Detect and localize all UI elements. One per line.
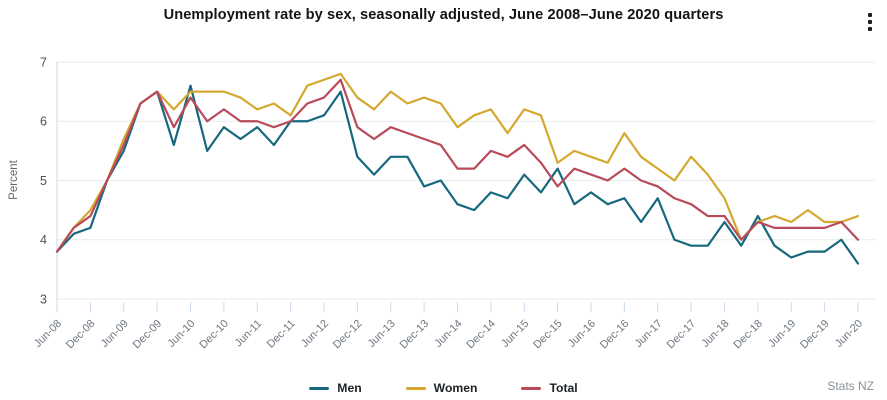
x-tick-label: Dec-10 — [197, 318, 231, 352]
x-tick-label: Dec-18 — [731, 318, 765, 352]
chart-legend: Men Women Total — [0, 381, 887, 395]
legend-swatch-men — [309, 386, 330, 390]
legend-label-men: Men — [337, 381, 362, 395]
x-tick-label: Dec-15 — [531, 318, 565, 352]
x-tick-label: Jun-11 — [233, 318, 265, 350]
x-tick-label: Dec-19 — [798, 318, 832, 352]
x-tick-label: Jun-08 — [32, 318, 64, 350]
chart-menu-button[interactable] — [862, 9, 878, 35]
x-tick-label: Jun-15 — [499, 318, 531, 350]
x-tick-label: Jun-12 — [299, 318, 331, 350]
x-tick-label: Jun-09 — [99, 318, 131, 350]
stats-nz-attribution: Stats NZ — [827, 379, 874, 393]
series-line-total — [55, 78, 860, 253]
x-tick-label: Jun-14 — [432, 318, 464, 350]
x-tick-label: Dec-11 — [265, 318, 298, 351]
x-tick-label: Jun-10 — [165, 318, 197, 350]
legend-swatch-total — [521, 386, 542, 390]
kebab-menu-icon — [868, 13, 872, 31]
x-tick-label: Jun-16 — [566, 318, 598, 350]
legend-item-men[interactable]: Men — [309, 381, 362, 395]
x-tick-label: Jun-19 — [766, 318, 798, 350]
x-tick-label: Dec-08 — [64, 318, 98, 352]
y-tick-label: 3 — [40, 292, 47, 306]
legend-item-total[interactable]: Total — [521, 381, 578, 395]
chart-title: Unemployment rate by sex, seasonally adj… — [163, 7, 724, 23]
legend-label-women: Women — [433, 381, 478, 395]
x-tick-label: Jun-13 — [366, 318, 398, 350]
x-tick-label: Dec-09 — [131, 318, 165, 352]
x-tick-label: Dec-13 — [398, 318, 432, 352]
x-tick-label: Dec-16 — [598, 318, 632, 352]
y-tick-label: 5 — [40, 174, 47, 188]
x-tick-label: Jun-18 — [699, 318, 731, 350]
x-tick-label: Dec-14 — [464, 318, 498, 352]
x-tick-label: Dec-12 — [331, 318, 365, 352]
series-line-men — [55, 84, 860, 265]
x-tick-label: Jun-17 — [633, 318, 665, 350]
y-tick-label: 7 — [40, 55, 47, 69]
legend-label-total: Total — [549, 381, 578, 395]
y-tick-label: 4 — [40, 233, 47, 247]
x-tick-label: Dec-17 — [665, 318, 699, 352]
legend-item-women[interactable]: Women — [405, 381, 478, 395]
legend-swatch-women — [405, 386, 426, 390]
x-tick-label: Jun-20 — [833, 318, 865, 350]
y-tick-label: 6 — [40, 115, 47, 129]
series-line-women — [55, 72, 860, 253]
